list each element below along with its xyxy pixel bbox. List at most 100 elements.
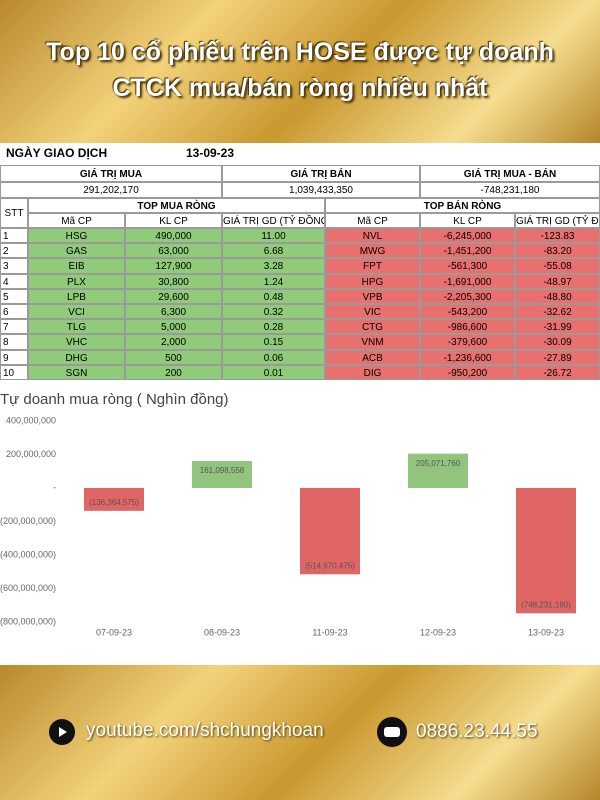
- bar: [516, 488, 576, 614]
- table-cell: LPB: [28, 288, 125, 304]
- table-cell: -1,451,200: [420, 243, 515, 259]
- title-line: CTCK mua/bán ròng nhiều nhất: [112, 74, 488, 102]
- table-cell: FPT: [325, 258, 420, 274]
- row-index: 1: [0, 228, 28, 244]
- table-cell: VHC: [28, 334, 125, 350]
- summary-header: GIÁ TRỊ BÁN: [222, 165, 420, 182]
- table-cell: 127,900: [125, 258, 222, 274]
- table-cell: 3.28: [222, 258, 325, 274]
- row-index: 2: [0, 243, 28, 259]
- table-cell: EIB: [28, 258, 125, 274]
- y-tick-label: (800,000,000): [0, 616, 56, 626]
- chart-title: Tự doanh mua ròng ( Nghìn đồng): [0, 391, 229, 408]
- row-index: 5: [0, 288, 28, 304]
- table-cell: SGN: [28, 364, 125, 380]
- table-cell: VPB: [325, 288, 420, 304]
- summary-value: -748,231,180: [420, 182, 600, 198]
- table-cell: 0.28: [222, 319, 325, 335]
- x-tick-label: 11-09-23: [312, 627, 347, 637]
- y-tick-label: (400,000,000): [0, 549, 56, 559]
- table-cell: -26.72: [515, 364, 600, 380]
- table-cell: -1,691,000: [420, 273, 515, 289]
- summary-value: 291,202,170: [0, 182, 222, 198]
- table-cell: PLX: [28, 273, 125, 289]
- value-label: 205,071,760: [416, 459, 461, 468]
- x-tick-label: 07-09-23: [96, 627, 132, 637]
- table-cell: -1,236,600: [420, 349, 515, 365]
- y-tick-label: 200,000,000: [6, 449, 56, 459]
- table-cell: 11.00: [222, 228, 325, 244]
- table-cell: 0.15: [222, 334, 325, 350]
- table-cell: -561,300: [420, 258, 515, 274]
- table-cell: 6,300: [125, 304, 222, 320]
- value-label: (136,364,575): [89, 498, 139, 507]
- zalo-icon: [377, 717, 407, 747]
- table-cell: GAS: [28, 243, 125, 259]
- table-cell: DIG: [325, 364, 420, 380]
- table-cell: ACB: [325, 349, 420, 365]
- summary-header: GIÁ TRỊ MUA: [0, 165, 222, 182]
- table-cell: TLG: [28, 319, 125, 335]
- table-cell: -27.89: [515, 349, 600, 365]
- table-cell: -30.09: [515, 334, 600, 350]
- table-cell: 490,000: [125, 228, 222, 244]
- table-cell: -31.99: [515, 319, 600, 335]
- table: NGÀY GIAO DỊCH 13-09-23 GIÁ TRỊ MUA 291,202…: [0, 143, 600, 380]
- buy-header: TOP MUA RÒNG: [28, 198, 325, 213]
- row-index: 3: [0, 258, 28, 274]
- column-header: Mã CP: [325, 213, 420, 228]
- header-background: [0, 0, 600, 143]
- date-label: NGÀY GIAO DỊCH: [6, 146, 108, 160]
- table-cell: HPG: [325, 273, 420, 289]
- table-cell: -32.62: [515, 304, 600, 320]
- summary-value: 1,039,433,350: [222, 182, 420, 198]
- x-tick-label: 08-09-23: [204, 627, 240, 637]
- bar: [84, 488, 144, 511]
- table-cell: -83.20: [515, 243, 600, 259]
- column-header: KL CP: [420, 213, 515, 228]
- table-cell: -379,600: [420, 334, 515, 350]
- column-header: GIÁ TRỊ GD (TỶ ĐỒNG): [515, 213, 600, 228]
- y-tick-label: -: [53, 482, 56, 492]
- y-tick-label: (200,000,000): [0, 516, 56, 526]
- row-index: 8: [0, 334, 28, 350]
- title-line: Top 10 cổ phiếu trên HOSE được tự doanh: [46, 38, 554, 66]
- table-cell: -6,245,000: [420, 228, 515, 244]
- y-tick-label: (600,000,000): [0, 583, 56, 593]
- value-label: 161,098,558: [200, 466, 245, 475]
- table-cell: -950,200: [420, 364, 515, 380]
- table-cell: 2,000: [125, 334, 222, 350]
- table-cell: -48.80: [515, 288, 600, 304]
- table-cell: 30,800: [125, 273, 222, 289]
- row-index: 4: [0, 273, 28, 289]
- table-cell: 0.32: [222, 304, 325, 320]
- value-label: (514,970,475): [305, 561, 355, 570]
- column-header: KL CP: [125, 213, 222, 228]
- youtube-link: youtube.com/shchungkhoan: [86, 720, 324, 741]
- table-cell: 0.01: [222, 364, 325, 380]
- column-header: Mã CP: [28, 213, 125, 228]
- index-header: STT: [0, 198, 28, 228]
- sell-header: TOP BÁN RÒNG: [325, 198, 600, 213]
- table-cell: 0.48: [222, 288, 325, 304]
- chart: Tự doanh mua ròng ( Nghìn đồng) 400,000,…: [0, 391, 576, 637]
- row-index: 10: [0, 364, 28, 380]
- bar: [192, 461, 252, 488]
- table-cell: HSG: [28, 228, 125, 244]
- table-cell: -543,200: [420, 304, 515, 320]
- table-cell: 6.68: [222, 243, 325, 259]
- table-cell: NVL: [325, 228, 420, 244]
- value-label: (748,231,180): [521, 600, 571, 609]
- table-cell: -986,600: [420, 319, 515, 335]
- phone: 0886.23.44.55: [416, 721, 538, 742]
- table-cell: 5,000: [125, 319, 222, 335]
- y-tick-label: 400,000,000: [6, 415, 56, 425]
- column-header: GIÁ TRỊ GD (TỶ ĐỒNG): [222, 213, 325, 228]
- table-cell: -2,205,300: [420, 288, 515, 304]
- table-cell: -55.08: [515, 258, 600, 274]
- table-cell: MWG: [325, 243, 420, 259]
- table-cell: VIC: [325, 304, 420, 320]
- table-cell: -123.83: [515, 228, 600, 244]
- row-index: 7: [0, 319, 28, 335]
